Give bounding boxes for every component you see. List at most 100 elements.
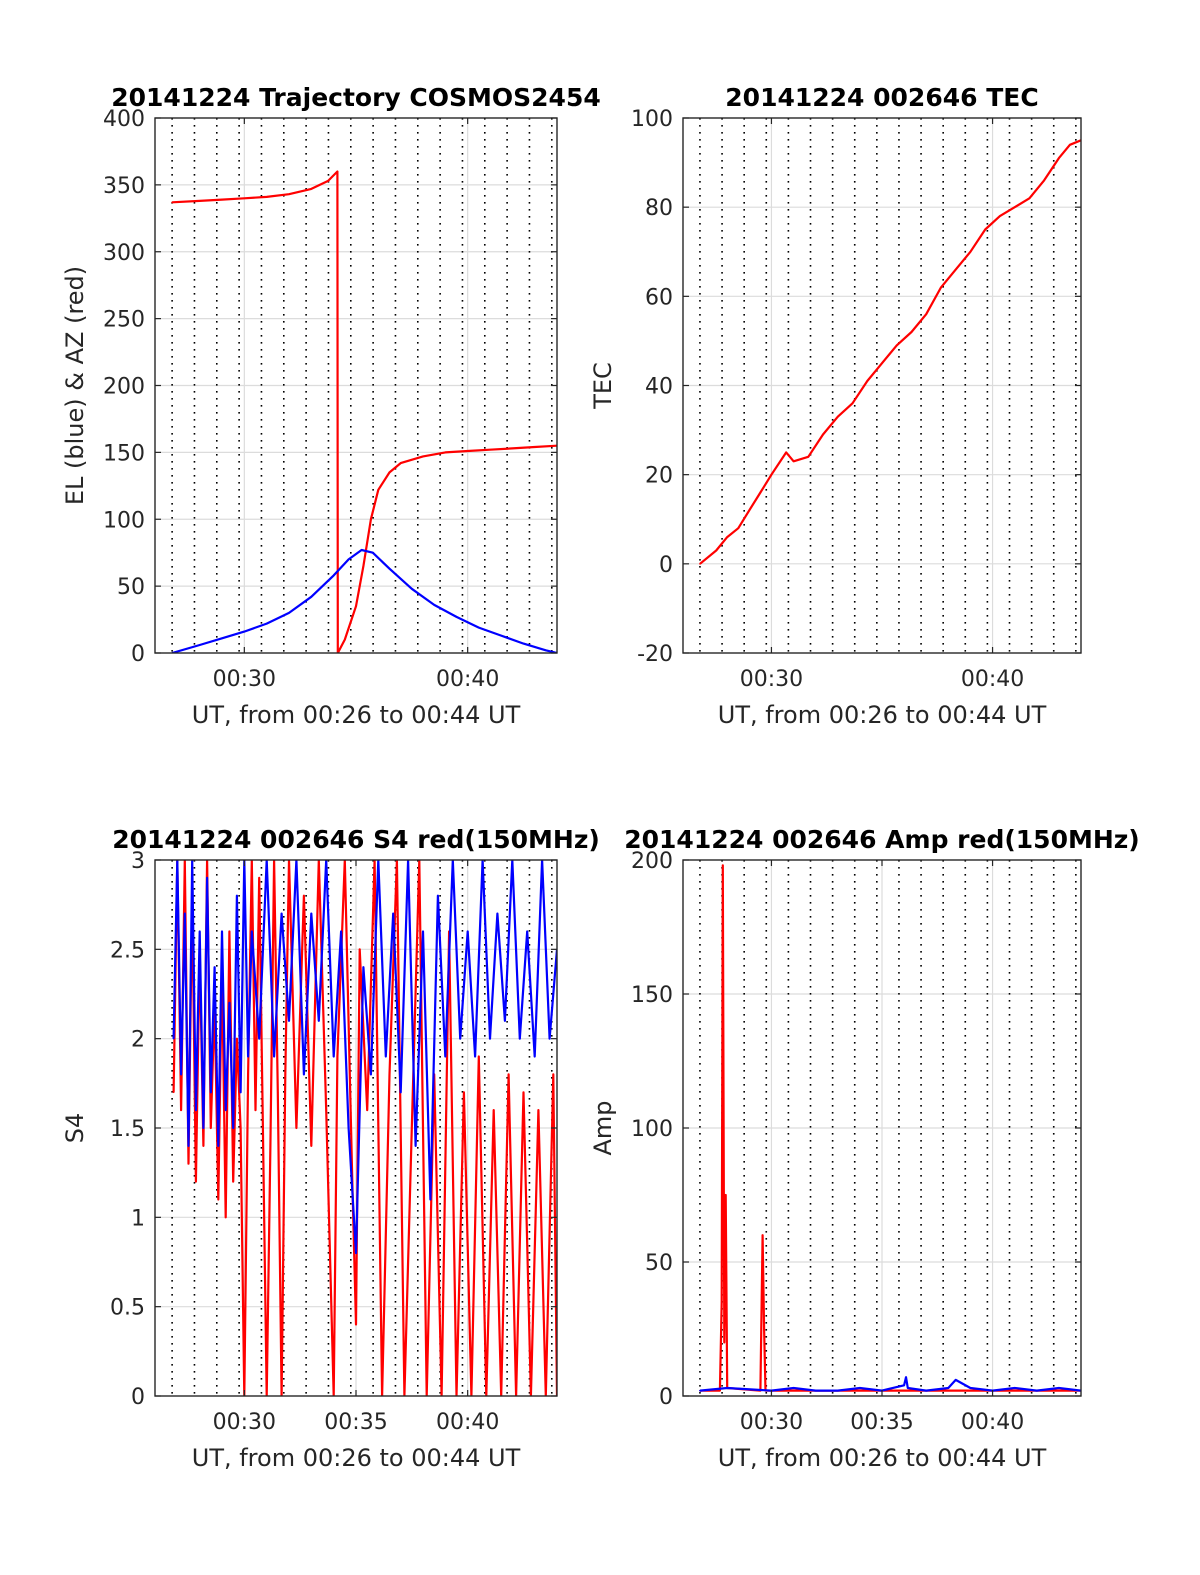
data-point (910, 331, 913, 333)
data-point (763, 1328, 765, 1330)
data-point (925, 313, 928, 315)
x-tick-label: 00:40 (961, 1410, 1024, 1435)
data-point (478, 626, 480, 629)
data-point (1058, 157, 1060, 159)
data-point (719, 1389, 721, 1392)
data-point (250, 930, 253, 933)
data-point (533, 446, 536, 448)
data-point (370, 1073, 372, 1076)
data-point (198, 644, 201, 646)
series-line-1 (699, 139, 1081, 565)
data-point (759, 491, 762, 494)
y-tick-label: 0 (659, 553, 673, 578)
data-point (303, 1073, 305, 1076)
data-point (699, 563, 701, 565)
x-tick-label: 00:35 (850, 1410, 913, 1435)
data-point (836, 1389, 839, 1392)
data-point (1028, 197, 1031, 200)
data-point (722, 864, 724, 867)
data-point (388, 1073, 391, 1076)
data-point (262, 1127, 264, 1129)
data-point (180, 1109, 182, 1111)
data-point (533, 1055, 536, 1058)
data-point (247, 1055, 249, 1058)
data-point (552, 1073, 555, 1076)
data-point (455, 616, 458, 618)
data-point (347, 558, 350, 561)
data-point (836, 415, 839, 418)
data-point (228, 1002, 231, 1004)
data-point (325, 1109, 328, 1111)
data-point (489, 1037, 491, 1040)
data-point (859, 1387, 861, 1389)
data-point (1035, 1389, 1038, 1392)
data-point (792, 1387, 795, 1389)
y-tick-label: 300 (103, 241, 145, 266)
series-line-1 (172, 170, 557, 653)
data-point (355, 1252, 357, 1254)
data-point (213, 966, 216, 968)
data-point (526, 930, 529, 933)
data-point (748, 509, 751, 512)
data-point (500, 634, 502, 637)
data-point (366, 1109, 368, 1111)
y-tick-label: 0 (659, 1385, 673, 1410)
x-tick-label: 00:30 (213, 1410, 276, 1435)
data-point (522, 1091, 525, 1094)
data-point (183, 912, 186, 915)
data-point (371, 551, 374, 554)
y-tick-label: 80 (645, 196, 673, 221)
y-tick-label: 40 (645, 375, 673, 400)
x-axis-label: UT, from 00:26 to 00:44 UT (718, 1444, 1047, 1472)
data-point (737, 527, 740, 529)
x-tick-label: 00:40 (961, 667, 1024, 692)
data-point (881, 362, 883, 365)
y-tick-label: 60 (645, 285, 673, 310)
data-point (384, 1055, 387, 1058)
data-point (422, 455, 424, 458)
series-line-2 (172, 860, 557, 1255)
data-point (433, 604, 435, 606)
data-point (336, 1055, 339, 1058)
data-point (243, 630, 246, 633)
data-point (355, 1323, 357, 1326)
y-tick-label: 100 (631, 107, 673, 132)
data-point (1013, 1387, 1016, 1389)
data-point (310, 188, 313, 190)
data-point (699, 1389, 701, 1392)
series-line-1 (700, 864, 1081, 1392)
data-point (807, 456, 810, 458)
x-tick-label: 00:30 (213, 667, 276, 692)
data-point (496, 912, 499, 915)
data-point (202, 1127, 205, 1129)
data-point (518, 1037, 521, 1040)
data-point (851, 402, 854, 405)
data-point (761, 1234, 764, 1236)
data-point (232, 1180, 234, 1183)
x-tick-label: 00:40 (436, 1410, 499, 1435)
chart-title: 20141224 002646 Amp red(150MHz) (624, 825, 1140, 854)
data-point (344, 638, 346, 641)
data-point (715, 549, 717, 552)
chart-title: 20141224 002646 S4 red(150MHz) (112, 825, 600, 854)
data-point (172, 1037, 175, 1040)
data-point (206, 877, 208, 879)
data-point (284, 1073, 287, 1076)
data-point (388, 471, 391, 474)
data-point (954, 268, 957, 271)
y-tick-label: 250 (103, 308, 145, 333)
data-point (258, 1037, 261, 1040)
y-tick-label: 1 (131, 1206, 145, 1231)
data-point (466, 930, 469, 933)
data-point (545, 649, 547, 652)
data-point (940, 286, 942, 289)
data-point (459, 1037, 462, 1040)
data-point (866, 380, 869, 382)
data-point (288, 612, 290, 614)
data-point (310, 596, 313, 598)
data-point (411, 1127, 413, 1129)
data-point (444, 1055, 447, 1058)
data-point (414, 1145, 417, 1147)
data-point (1043, 179, 1045, 182)
